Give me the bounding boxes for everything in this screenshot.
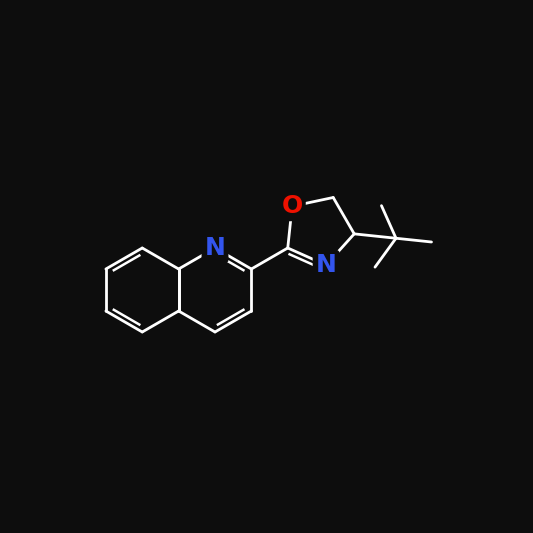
Text: N: N — [316, 253, 336, 277]
Text: N: N — [205, 236, 225, 260]
Text: O: O — [281, 194, 303, 218]
